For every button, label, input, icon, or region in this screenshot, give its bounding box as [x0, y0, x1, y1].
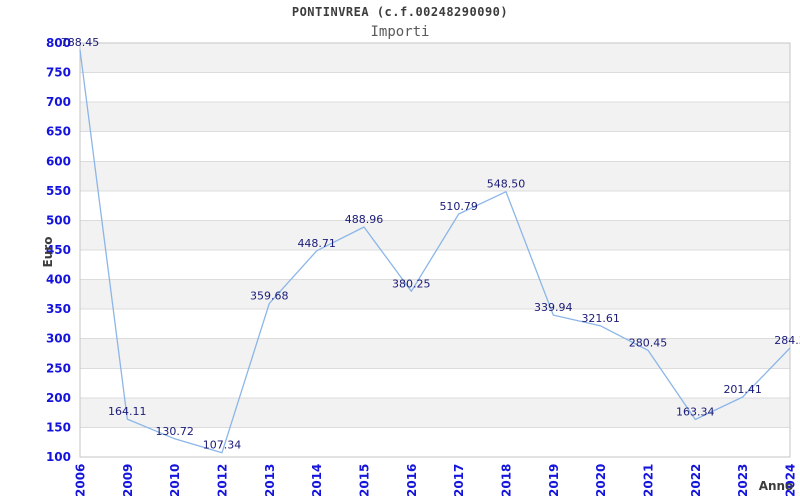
x-tick-label: 2015: [358, 464, 372, 497]
x-tick-label: 2021: [642, 464, 656, 497]
data-point-label: 164.11: [108, 405, 147, 418]
y-tick-label: 450: [46, 243, 71, 257]
plot-band: [80, 427, 790, 457]
y-tick-label: 650: [46, 125, 71, 139]
x-tick-label: 2020: [594, 464, 608, 497]
y-tick-label: 300: [46, 332, 71, 346]
y-tick-label: 400: [46, 273, 71, 287]
data-line: [79, 49, 791, 454]
y-tick-label: 600: [46, 154, 71, 168]
x-tick-label: 2009: [121, 464, 135, 497]
data-point-label: 548.50: [487, 178, 526, 191]
data-point-label: 488.96: [345, 213, 384, 226]
x-tick-label: 2006: [74, 464, 88, 497]
data-point-label: 107.34: [203, 439, 242, 452]
plot-band: [80, 279, 790, 310]
plot-band: [80, 250, 790, 280]
x-tick-label: 2024: [784, 464, 798, 497]
y-tick-label: 250: [46, 361, 71, 375]
x-tick-label: 2016: [405, 464, 419, 497]
x-axis-label: Anno: [758, 479, 794, 493]
x-tick-label: 2012: [216, 464, 230, 497]
y-tick-label: 200: [46, 391, 71, 405]
plot-band: [80, 338, 790, 369]
plot-band: [80, 72, 790, 103]
y-tick-label: 750: [46, 66, 71, 80]
plot-border: [79, 42, 791, 458]
plot-band: [80, 102, 790, 132]
plot-band: [80, 131, 790, 162]
data-point-label: 163.34: [676, 406, 715, 419]
x-tick-label: 2018: [500, 464, 514, 497]
data-point-label: 284.3: [774, 334, 800, 347]
chart-title: PONTINVREA (c.f.00248290090): [291, 5, 509, 19]
y-axis-label: Euro: [41, 236, 55, 268]
data-point-label: 280.45: [629, 336, 668, 349]
y-tick-label: 500: [46, 213, 71, 227]
x-tick-label: 2013: [263, 464, 277, 497]
plot-band: [80, 220, 790, 250]
x-tick-label: 2017: [452, 464, 466, 497]
plot-band: [80, 161, 790, 191]
plot-band: [80, 190, 790, 221]
data-point-label: 359.68: [250, 289, 289, 302]
x-tick-label: 2014: [310, 464, 324, 497]
y-tick-label: 100: [46, 450, 71, 464]
data-point-label: 380.25: [392, 277, 431, 290]
y-tick-label: 150: [46, 420, 71, 434]
y-tick-label: 700: [46, 95, 71, 109]
x-tick-label: 2019: [547, 464, 561, 497]
plot-band: [80, 368, 790, 398]
data-point-label: 788.45: [61, 36, 100, 49]
y-tick-label: 550: [46, 184, 71, 198]
data-point-label: 510.79: [439, 200, 478, 213]
x-tick-label: 2010: [168, 464, 182, 497]
chart-subtitle: Importi: [370, 24, 430, 40]
data-point-label: 448.71: [297, 237, 336, 250]
data-point-label: 321.61: [581, 312, 620, 325]
plot-band: [80, 309, 790, 339]
data-point-label: 201.41: [723, 383, 762, 396]
data-point-label: 339.94: [534, 301, 573, 314]
y-tick-label: 350: [46, 302, 71, 316]
plot-band: [80, 43, 790, 73]
plot-band: [80, 397, 790, 428]
y-tick-label: 800: [46, 36, 71, 50]
x-tick-label: 2022: [689, 464, 703, 497]
x-tick-label: 2023: [736, 464, 750, 497]
data-point-label: 130.72: [155, 425, 194, 438]
